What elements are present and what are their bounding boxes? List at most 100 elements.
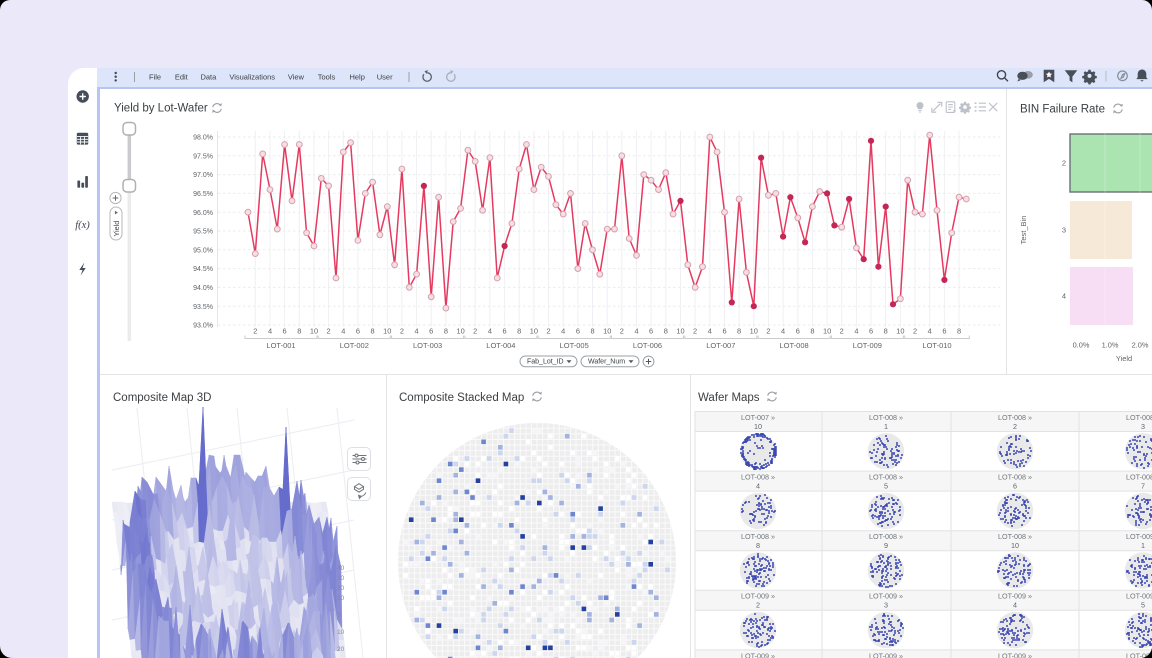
svg-text:10: 10 <box>456 327 464 336</box>
svg-text:10: 10 <box>383 327 391 336</box>
svg-text:6: 6 <box>356 327 360 336</box>
svg-text:20: 20 <box>337 585 345 592</box>
svg-text:LOT-008 »: LOT-008 » <box>998 413 1032 422</box>
svg-text:1: 1 <box>1141 541 1145 550</box>
svg-text:10: 10 <box>1011 541 1019 550</box>
svg-text:10: 10 <box>676 327 684 336</box>
svg-text:4: 4 <box>488 327 492 336</box>
svg-text:User: User <box>377 72 393 81</box>
svg-text:6: 6 <box>796 327 800 336</box>
svg-text:LOT-009 »: LOT-009 » <box>1126 651 1152 658</box>
svg-text:LOT-008 »: LOT-008 » <box>869 532 903 541</box>
svg-text:4: 4 <box>1013 601 1017 610</box>
svg-text:10: 10 <box>530 327 538 336</box>
svg-text:LOT-008 »: LOT-008 » <box>1126 473 1152 482</box>
svg-text:30: 30 <box>337 575 345 582</box>
svg-text:LOT-008: LOT-008 <box>780 341 809 350</box>
svg-text:0: 0 <box>337 612 341 619</box>
svg-text:8: 8 <box>517 327 521 336</box>
svg-text:Composite Stacked Map: Composite Stacked Map <box>399 392 524 404</box>
svg-text:40: 40 <box>337 565 345 572</box>
svg-text:4: 4 <box>854 327 858 336</box>
svg-text:4: 4 <box>756 482 760 491</box>
svg-text:9: 9 <box>884 541 888 550</box>
svg-text:6: 6 <box>283 327 287 336</box>
svg-text:6: 6 <box>1013 482 1017 491</box>
svg-text:Yield: Yield <box>1116 354 1132 363</box>
svg-text:8: 8 <box>756 541 760 550</box>
svg-text:8: 8 <box>444 327 448 336</box>
svg-text:10: 10 <box>310 327 318 336</box>
svg-text:2: 2 <box>756 601 760 610</box>
svg-text:2: 2 <box>400 327 404 336</box>
svg-text:LOT-008 »: LOT-008 » <box>869 473 903 482</box>
svg-text:Wafer Maps: Wafer Maps <box>698 392 760 404</box>
svg-text:LOT-009 »: LOT-009 » <box>741 592 775 601</box>
svg-text:6: 6 <box>576 327 580 336</box>
svg-text:3: 3 <box>884 601 888 610</box>
svg-text:LOT-003: LOT-003 <box>413 341 442 350</box>
svg-text:2: 2 <box>1062 159 1066 168</box>
svg-text:LOT-009 »: LOT-009 » <box>741 651 775 658</box>
svg-text:LOT-007: LOT-007 <box>706 341 735 350</box>
svg-text:LOT-008 »: LOT-008 » <box>998 532 1032 541</box>
svg-text:6: 6 <box>429 327 433 336</box>
svg-text:4: 4 <box>415 327 419 336</box>
svg-text:Yield by Lot-Wafer: Yield by Lot-Wafer <box>114 103 208 115</box>
svg-text:95.0%: 95.0% <box>193 247 213 254</box>
svg-text:BIN Failure Rate: BIN Failure Rate <box>1020 104 1105 116</box>
svg-text:LOT-009 »: LOT-009 » <box>869 651 903 658</box>
svg-text:Test_Bin: Test_Bin <box>1019 216 1028 245</box>
svg-text:2: 2 <box>693 327 697 336</box>
svg-text:8: 8 <box>810 327 814 336</box>
svg-text:2: 2 <box>327 327 331 336</box>
svg-text:6: 6 <box>869 327 873 336</box>
svg-text:8: 8 <box>957 327 961 336</box>
svg-text:6: 6 <box>722 327 726 336</box>
svg-text:2: 2 <box>913 327 917 336</box>
svg-text:10: 10 <box>896 327 904 336</box>
svg-text:8: 8 <box>664 327 668 336</box>
svg-text:2: 2 <box>766 327 770 336</box>
svg-text:LOT-007 »: LOT-007 » <box>741 413 775 422</box>
svg-text:93.0%: 93.0% <box>193 323 213 330</box>
svg-text:LOT-004: LOT-004 <box>486 341 515 350</box>
svg-text:1.0%: 1.0% <box>1102 341 1119 350</box>
svg-text:LOT-010: LOT-010 <box>922 341 951 350</box>
svg-text:5: 5 <box>884 482 888 491</box>
svg-text:96.0%: 96.0% <box>193 210 213 217</box>
svg-text:LOT-009 »: LOT-009 » <box>1126 532 1152 541</box>
svg-text:8: 8 <box>590 327 594 336</box>
svg-text:LOT-009 »: LOT-009 » <box>998 651 1032 658</box>
svg-text:LOT-008 »: LOT-008 » <box>1126 413 1152 422</box>
svg-text:94.0%: 94.0% <box>193 285 213 292</box>
svg-text:10: 10 <box>823 327 831 336</box>
svg-text:10: 10 <box>337 629 345 636</box>
svg-text:8: 8 <box>371 327 375 336</box>
svg-text:Help: Help <box>349 72 364 81</box>
svg-text:4: 4 <box>561 327 565 336</box>
svg-text:8: 8 <box>297 327 301 336</box>
svg-text:File: File <box>149 72 161 81</box>
svg-text:8: 8 <box>884 327 888 336</box>
svg-text:6: 6 <box>942 327 946 336</box>
svg-text:LOT-009 »: LOT-009 » <box>869 592 903 601</box>
svg-text:4: 4 <box>708 327 712 336</box>
svg-text:View: View <box>288 72 305 81</box>
svg-text:6: 6 <box>503 327 507 336</box>
svg-text:Wafer_Num: Wafer_Num <box>588 359 625 366</box>
svg-text:f(x): f(x) <box>75 220 90 231</box>
svg-text:3: 3 <box>1141 422 1145 431</box>
svg-text:LOT-001: LOT-001 <box>266 341 295 350</box>
svg-text:6: 6 <box>649 327 653 336</box>
svg-text:96.5%: 96.5% <box>193 191 213 198</box>
svg-text:95.5%: 95.5% <box>193 229 213 236</box>
svg-text:93.5%: 93.5% <box>193 304 213 311</box>
svg-text:94.5%: 94.5% <box>193 266 213 273</box>
svg-text:LOT-008 »: LOT-008 » <box>869 413 903 422</box>
svg-text:3: 3 <box>1062 226 1066 235</box>
svg-text:4: 4 <box>341 327 345 336</box>
svg-text:2: 2 <box>620 327 624 336</box>
svg-text:2.0%: 2.0% <box>1132 341 1149 350</box>
svg-text:7: 7 <box>1141 482 1145 491</box>
